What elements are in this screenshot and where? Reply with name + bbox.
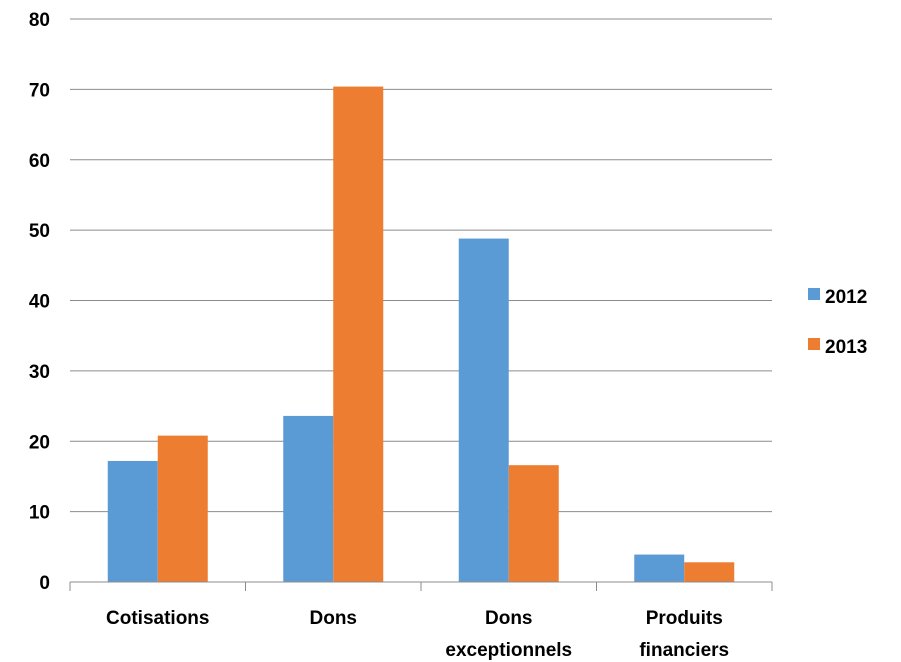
category-label: Dons exceptionnels bbox=[445, 608, 572, 661]
y-tick-label: 60 bbox=[29, 151, 50, 172]
legend-swatch-2012 bbox=[808, 288, 820, 300]
y-tick-label: 40 bbox=[29, 292, 50, 313]
bars bbox=[107, 86, 735, 582]
legend: 2012 2013 bbox=[808, 287, 867, 358]
y-tick-label: 80 bbox=[29, 10, 50, 31]
bar-2013 bbox=[333, 86, 384, 582]
bar-2012 bbox=[634, 554, 685, 582]
y-tick-label: 30 bbox=[29, 362, 50, 383]
category-label: Dons bbox=[310, 608, 358, 629]
bar-2012 bbox=[283, 415, 334, 582]
y-tick-label: 70 bbox=[29, 80, 50, 101]
y-tick-label: 0 bbox=[39, 573, 50, 594]
x-axis-labels: Cotisations Dons Dons exceptionnels Produits… bbox=[106, 608, 729, 661]
legend-label-2012: 2012 bbox=[825, 287, 867, 308]
category-label: Cotisations bbox=[106, 608, 209, 629]
bar-2013 bbox=[684, 562, 735, 582]
bar-2013 bbox=[508, 465, 559, 582]
category-label: Produits financiers bbox=[639, 608, 729, 661]
y-tick-label: 10 bbox=[29, 503, 50, 524]
x-axis bbox=[69, 581, 773, 591]
bar-2012 bbox=[458, 238, 509, 582]
y-axis-ticks: 0 10 20 30 40 50 60 70 80 bbox=[29, 10, 50, 594]
y-tick-label: 20 bbox=[29, 432, 50, 453]
y-tick-label: 50 bbox=[29, 221, 50, 242]
legend-swatch-2013 bbox=[808, 338, 820, 350]
legend-label-2013: 2013 bbox=[825, 337, 867, 358]
bar-2012 bbox=[107, 460, 158, 582]
bar-2013 bbox=[157, 435, 208, 582]
